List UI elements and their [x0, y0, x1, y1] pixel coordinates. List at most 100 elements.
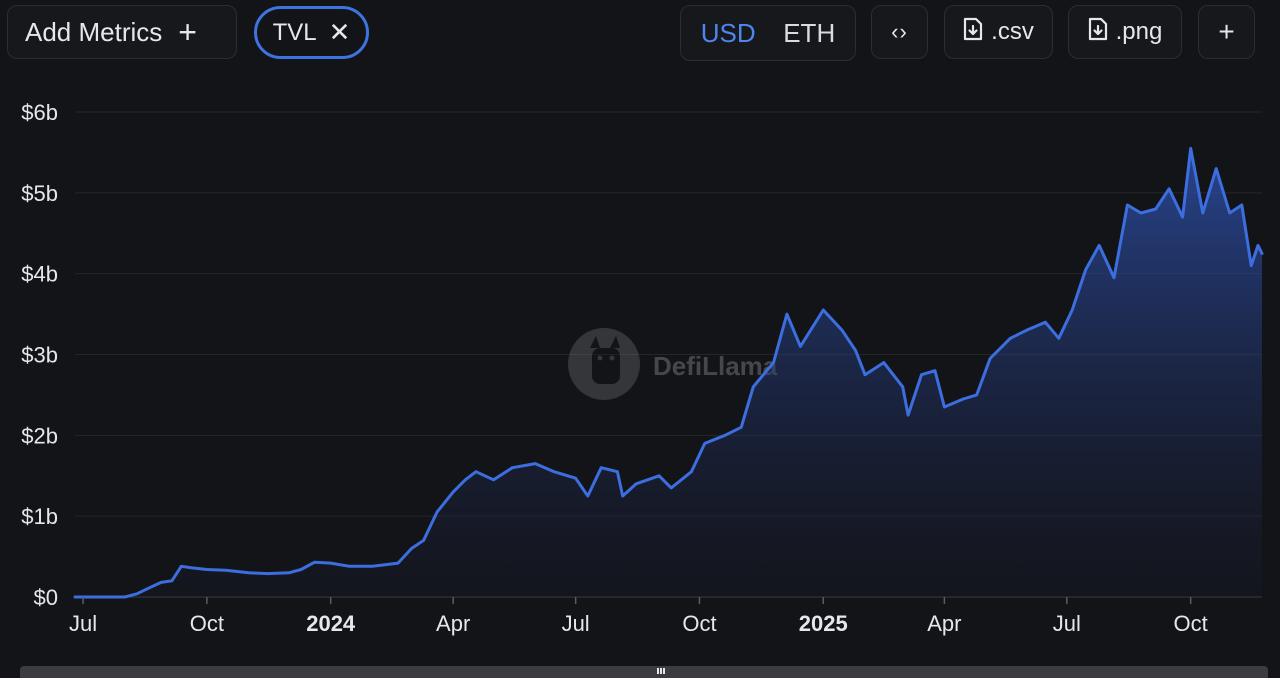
data-point: [1044, 321, 1047, 324]
x-tick-label: Oct: [190, 611, 224, 636]
data-point: [1256, 244, 1260, 247]
data-point: [1228, 211, 1231, 215]
x-tick-label: Apr: [927, 611, 961, 636]
file-download-icon: [1088, 17, 1108, 48]
data-point: [670, 486, 673, 490]
data-point: [552, 470, 556, 473]
data-point: [1250, 264, 1253, 267]
x-tick-label: Apr: [436, 611, 470, 636]
scrollbar-grip-icon[interactable]: [657, 668, 665, 674]
data-point: [1025, 329, 1028, 332]
chart-toolbar: Add Metrics + TVL ✕ USD ETH ‹› .csv .png: [0, 0, 1280, 66]
data-point: [1154, 207, 1157, 211]
data-point: [621, 494, 624, 498]
file-download-icon: [963, 17, 983, 48]
png-label: .png: [1115, 18, 1163, 45]
data-point: [799, 345, 802, 348]
grid-lines: [75, 111, 1262, 598]
data-point: [920, 373, 923, 376]
data-point: [247, 571, 250, 574]
data-point: [371, 565, 374, 568]
data-point: [962, 397, 965, 401]
data-point: [933, 369, 937, 372]
data-point: [1139, 211, 1143, 215]
series-line: [73, 146, 1264, 599]
data-point: [1181, 215, 1184, 219]
embed-button[interactable]: ‹›: [871, 5, 928, 59]
data-point: [882, 361, 885, 364]
data-point: [740, 426, 743, 429]
data-point: [1098, 244, 1101, 247]
data-point: [901, 385, 904, 388]
data-point: [906, 413, 910, 417]
data-point: [313, 561, 316, 564]
data-point: [464, 478, 467, 481]
data-point: [435, 510, 439, 514]
data-point: [299, 568, 303, 571]
y-tick-label: $4b: [21, 262, 58, 287]
currency-toggle: USD ETH: [680, 5, 856, 61]
y-tick-label: $1b: [21, 504, 58, 529]
data-point: [100, 595, 104, 599]
download-png-button[interactable]: .png: [1068, 5, 1182, 59]
x-tick-label: Oct: [682, 611, 716, 636]
data-point: [1112, 276, 1116, 279]
add-metrics-button[interactable]: Add Metrics +: [7, 5, 237, 59]
data-point: [657, 474, 661, 477]
series-area: [75, 148, 1262, 597]
y-axis: $0 $1b $2b $3b $4b $5b $6b: [21, 100, 58, 610]
data-point: [396, 561, 400, 565]
series-tvl: [73, 146, 1264, 599]
close-icon[interactable]: ✕: [328, 17, 351, 47]
data-point: [190, 566, 194, 570]
llama-logo-icon: [568, 328, 640, 400]
data-point: [690, 470, 693, 473]
tvl-chart[interactable]: DefiLlama $0 $1b $2b $3b $4b $5b $6b Jul Oct 202…: [0, 80, 1280, 640]
data-point: [159, 581, 163, 584]
currency-option-usd[interactable]: USD: [700, 17, 756, 48]
data-point: [1167, 187, 1171, 190]
data-point: [785, 312, 789, 316]
data-point: [205, 568, 209, 571]
data-point: [854, 349, 857, 352]
data-point: [224, 569, 227, 572]
y-tick-label: $6b: [21, 100, 58, 125]
data-point: [149, 586, 152, 589]
data-point: [180, 565, 183, 568]
data-point: [943, 405, 946, 409]
data-point: [534, 462, 537, 465]
data-point: [135, 592, 139, 595]
data-point: [1126, 203, 1129, 207]
data-point: [1009, 337, 1012, 340]
data-point: [73, 595, 77, 599]
data-point: [511, 466, 514, 469]
csv-label: .csv: [991, 18, 1034, 45]
data-point: [863, 373, 867, 376]
data-point: [600, 466, 603, 469]
code-brackets-icon: ‹›: [891, 19, 908, 44]
x-tick-label: Jul: [69, 611, 97, 636]
y-tick-label: $3b: [21, 343, 58, 368]
chart-range-scrollbar[interactable]: [20, 666, 1268, 678]
data-point: [287, 571, 291, 574]
data-point: [266, 572, 269, 575]
metric-chip-tvl[interactable]: TVL ✕: [254, 6, 369, 59]
download-csv-button[interactable]: .csv: [944, 5, 1053, 59]
currency-option-eth[interactable]: ETH: [783, 17, 836, 48]
x-tick-label: 2025: [799, 611, 848, 636]
data-point: [1189, 147, 1192, 150]
data-point: [170, 579, 174, 582]
more-options-button[interactable]: +: [1198, 5, 1255, 59]
x-tick-label: 2024: [306, 611, 356, 636]
data-point: [1084, 268, 1087, 271]
data-point: [452, 490, 455, 494]
metric-chip-label: TVL: [272, 18, 317, 46]
data-point: [1215, 167, 1218, 170]
data-point: [348, 565, 351, 568]
x-axis: Jul Oct 2024 Apr Jul Oct 2025 Apr Jul Oct: [69, 597, 1208, 636]
chart-canvas[interactable]: DefiLlama $0 $1b $2b $3b $4b $5b $6b Jul Oct 202…: [0, 80, 1280, 640]
data-point: [703, 442, 706, 445]
x-tick-label: Jul: [562, 611, 590, 636]
data-point: [574, 477, 577, 480]
data-point: [975, 393, 978, 397]
